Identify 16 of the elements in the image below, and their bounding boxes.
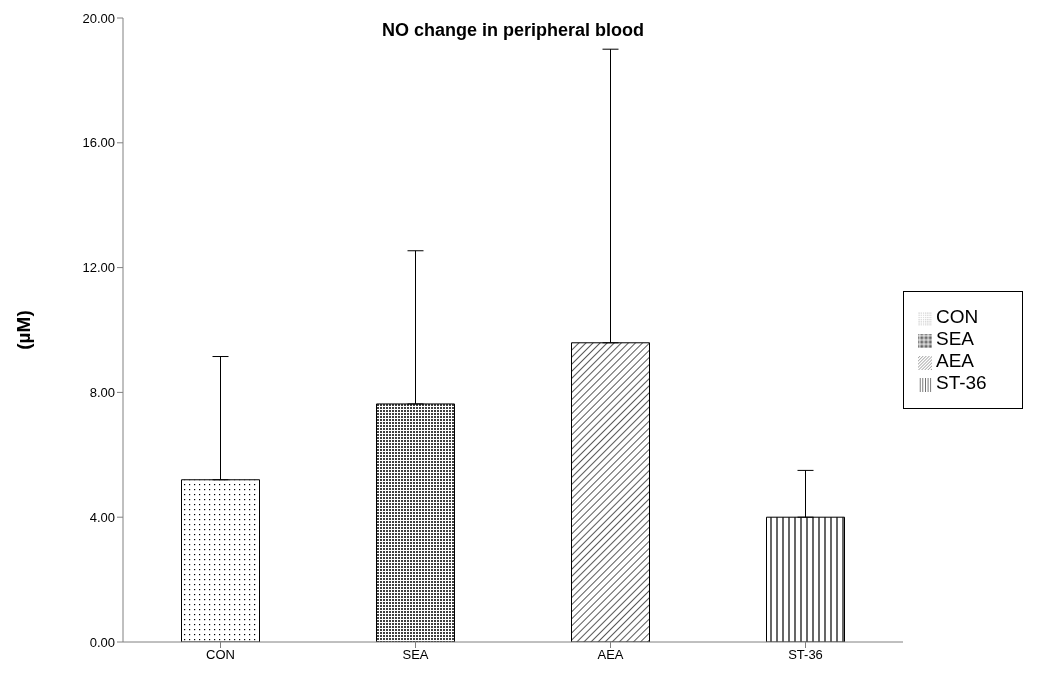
x-tick-label: SEA: [402, 647, 429, 663]
legend-label: AEA: [936, 350, 975, 371]
y-tick-label: 20.00: [82, 10, 115, 26]
y-tick-label: 4.00: [89, 509, 115, 525]
y-tick-label: 16.00: [82, 135, 115, 151]
chart-title: NO change in peripheral blood: [381, 20, 645, 41]
y-axis-title: (µM): [12, 310, 34, 350]
x-tick-label: AEA: [597, 647, 624, 663]
legend-label: SEA: [936, 328, 975, 349]
y-tick-label: 8.00: [89, 385, 115, 401]
legend-label: CON: [936, 306, 979, 327]
x-tick-label: ST-36: [788, 647, 823, 663]
legend-label: ST-36: [936, 372, 987, 393]
x-tick-label: CON: [206, 647, 235, 663]
y-tick-label: 12.00: [82, 260, 115, 276]
y-tick-label: 0.00: [89, 634, 115, 650]
